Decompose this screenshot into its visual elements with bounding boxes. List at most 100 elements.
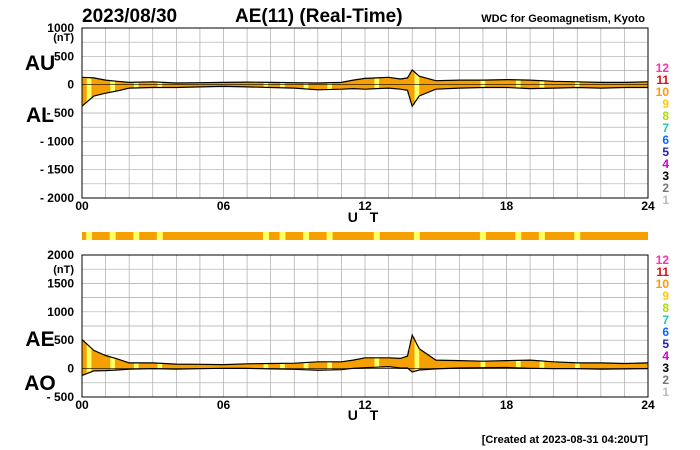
area-bar xyxy=(419,349,422,370)
area-bar xyxy=(407,350,411,370)
area-bar xyxy=(393,78,397,89)
area-bar xyxy=(136,82,139,88)
legend-level: 7 xyxy=(662,313,669,327)
area-bar xyxy=(471,80,474,88)
area-bar xyxy=(492,360,496,368)
activity-bar-highlight xyxy=(86,232,93,240)
area-bar xyxy=(593,82,597,88)
x-tick-label: 18 xyxy=(500,398,514,412)
legend-level: 2 xyxy=(662,181,669,195)
activity-bar-highlight xyxy=(156,232,163,240)
area-bar xyxy=(511,360,514,368)
area-bar xyxy=(600,82,604,89)
area-bar xyxy=(390,357,394,368)
area-bar xyxy=(131,82,135,88)
area-bar xyxy=(468,360,472,368)
area-bar xyxy=(110,80,114,93)
legend-level: 11 xyxy=(656,265,669,279)
area-bar xyxy=(598,82,602,89)
area-bar xyxy=(166,363,170,369)
area-bar xyxy=(138,82,142,88)
area-bar xyxy=(103,79,106,94)
x-axis-label-top: U T xyxy=(348,209,383,225)
area-bar xyxy=(308,82,312,90)
area-bar xyxy=(357,79,361,89)
area-bar xyxy=(456,360,460,369)
activity-bar xyxy=(82,232,648,240)
series-line-au xyxy=(81,68,649,84)
area-bar xyxy=(355,79,359,89)
area-bar xyxy=(506,79,510,88)
area-bar xyxy=(596,362,599,370)
area-bar xyxy=(188,82,191,88)
frame-top xyxy=(81,27,649,199)
area-bar xyxy=(197,364,201,369)
date-title: 2023/08/30 xyxy=(82,6,177,27)
series-line-ae xyxy=(81,333,649,366)
area-bar xyxy=(428,79,432,92)
frame-bottom xyxy=(81,254,649,398)
au-label: AU xyxy=(25,52,55,75)
area-bar xyxy=(551,361,555,369)
area-bar xyxy=(89,347,92,373)
area-bar xyxy=(221,364,224,369)
area-bar xyxy=(100,354,104,371)
unit-label-top: (nT) xyxy=(53,32,74,44)
area-bar xyxy=(341,82,345,90)
area-bar xyxy=(268,363,272,369)
area-bar xyxy=(414,73,418,102)
area-bar xyxy=(393,358,397,368)
area-bar xyxy=(173,363,177,370)
series-line-al xyxy=(81,85,648,108)
area-bar xyxy=(617,82,621,88)
activity-bar-highlight xyxy=(373,232,380,240)
area-bar xyxy=(548,361,552,369)
area-bar xyxy=(445,360,448,369)
area-bar xyxy=(530,360,533,369)
area-bar xyxy=(605,82,609,88)
area-bar xyxy=(294,82,298,89)
area-bar xyxy=(249,363,253,369)
area-bar xyxy=(91,77,95,98)
area-bar xyxy=(362,78,366,90)
y-tick-label: - 2000 xyxy=(40,191,74,205)
area-bar xyxy=(206,364,210,369)
area-bar xyxy=(534,360,538,369)
area-bar xyxy=(591,362,595,369)
area-bar xyxy=(291,82,295,89)
area-bar xyxy=(251,363,255,369)
area-bar xyxy=(527,80,531,89)
area-bar xyxy=(107,356,111,371)
area-bar xyxy=(565,362,569,369)
area-bar xyxy=(398,358,401,368)
area-bar xyxy=(567,362,571,369)
area-bar xyxy=(360,358,364,368)
area-bar xyxy=(86,345,90,374)
area-bar xyxy=(513,79,517,88)
area-bar xyxy=(339,361,342,370)
area-bar xyxy=(185,82,189,88)
y-tick-label: 2000 xyxy=(47,248,74,262)
x-tick-label: 24 xyxy=(641,199,655,213)
area-bar xyxy=(367,78,371,90)
area-bar xyxy=(155,363,158,369)
area-bar xyxy=(386,357,389,367)
area-bar xyxy=(513,360,517,368)
area-bar xyxy=(301,362,305,370)
area-bar xyxy=(350,360,354,369)
area-bar xyxy=(232,364,236,369)
area-bar xyxy=(204,364,208,369)
area-bar xyxy=(240,363,243,369)
area-bar xyxy=(414,341,418,372)
area-bar xyxy=(596,82,599,88)
area-bar xyxy=(485,361,489,368)
area-bar xyxy=(244,363,248,369)
area-bar xyxy=(275,82,279,88)
area-bar xyxy=(617,363,621,369)
area-bar xyxy=(360,78,364,90)
area-bar xyxy=(600,362,604,370)
activity-bar-highlight xyxy=(574,232,581,240)
legend-level: 3 xyxy=(662,169,669,183)
area-bar xyxy=(473,80,477,88)
